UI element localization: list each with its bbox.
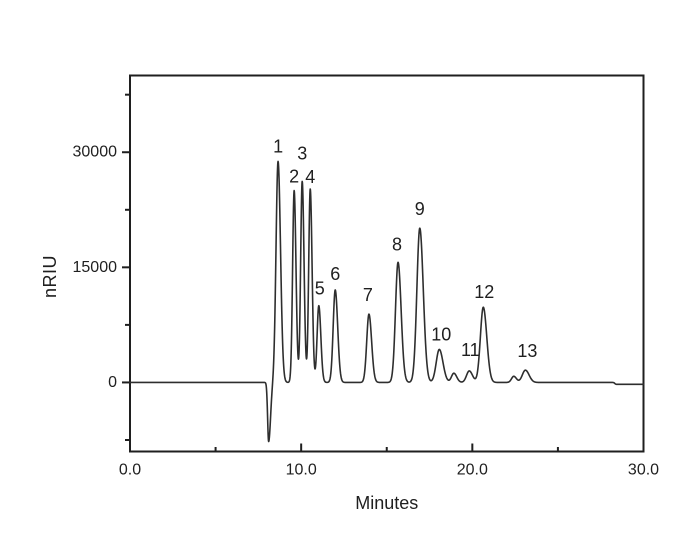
x-tick-label-10.0: 10.0 xyxy=(286,462,317,479)
x-tick-label-0.0: 0.0 xyxy=(119,462,141,479)
peak-label-11: 11 xyxy=(461,340,480,360)
peak-label-8: 8 xyxy=(392,234,402,254)
chromatogram-trace xyxy=(129,160,645,443)
peak-label-1: 1 xyxy=(273,136,283,156)
trace-line xyxy=(129,160,645,443)
peak-label-13: 13 xyxy=(517,341,537,361)
peak-label-5: 5 xyxy=(315,279,325,299)
x-tick-label-30.0: 30.0 xyxy=(628,462,659,479)
peak-label-9: 9 xyxy=(415,199,425,219)
peak-label-6: 6 xyxy=(330,264,340,284)
y-tick-label-15000: 15000 xyxy=(73,259,118,276)
peak-label-4: 4 xyxy=(305,167,315,187)
peak-label-7: 7 xyxy=(363,285,373,305)
y-tick-label-30000: 30000 xyxy=(73,144,118,161)
peak-label-3: 3 xyxy=(297,143,307,163)
x-axis-title: Minutes xyxy=(355,493,418,513)
plot-frame xyxy=(129,74,645,453)
peak-label-10: 10 xyxy=(431,324,451,344)
axis-ticks xyxy=(122,93,645,452)
y-tick-label-0: 0 xyxy=(108,374,117,391)
peak-label-2: 2 xyxy=(289,167,299,187)
axis-tick-labels: 0 15000 30000 0.0 10.0 20.0 30.0 xyxy=(73,144,660,479)
x-tick-label-20.0: 20.0 xyxy=(457,462,488,479)
y-axis-title: nRIU xyxy=(40,255,60,298)
peak-label-12: 12 xyxy=(474,282,494,302)
